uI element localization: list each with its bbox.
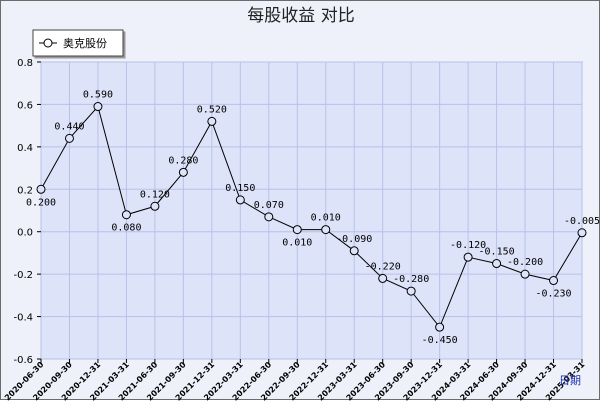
data-label: 0.080 — [111, 223, 141, 234]
data-label: -0.280 — [393, 274, 429, 285]
data-label: -0.090 — [336, 234, 372, 245]
data-labels: 0.200 0.440 0.590 0.080 0.120 0.280 0.520 0.150… — [26, 90, 600, 347]
data-label: 0.440 — [54, 121, 84, 132]
legend-entry-label: 奥克股份 — [63, 36, 107, 50]
data-point-marker[interactable] — [463, 252, 473, 262]
data-point-marker[interactable] — [292, 225, 302, 235]
data-label: 0.200 — [26, 197, 56, 208]
series-line-path — [40, 105, 583, 329]
data-label: -0.150 — [479, 247, 515, 258]
data-label: -0.120 — [450, 240, 486, 251]
y-axis: 0.8 0.6 0.4 0.2 0.0 -0.2 -0.4 -0.6 — [13, 58, 41, 366]
series-line — [36, 102, 587, 332]
data-point-marker[interactable] — [150, 201, 160, 211]
data-point-marker[interactable] — [207, 116, 217, 126]
data-point-marker[interactable] — [64, 133, 74, 143]
data-label: -0.005 — [564, 216, 600, 227]
y-tick-label: 0.6 — [17, 100, 33, 111]
data-point-marker[interactable] — [264, 212, 274, 222]
y-tick-label: -0.4 — [13, 313, 33, 324]
data-label: -0.450 — [422, 335, 458, 346]
data-point-marker[interactable] — [349, 246, 359, 256]
y-tick-label: -0.2 — [13, 270, 33, 281]
y-tick-label: 0.0 — [17, 228, 33, 239]
y-tick-label: 0.8 — [17, 58, 33, 69]
data-point-marker[interactable] — [321, 225, 331, 235]
data-point-marker[interactable] — [549, 276, 559, 286]
data-label: -0.200 — [507, 257, 543, 268]
legend[interactable]: 奥克股份 — [32, 29, 124, 57]
data-point-marker[interactable] — [520, 269, 530, 279]
y-tick-label: -0.6 — [13, 355, 33, 366]
data-point-marker[interactable] — [435, 322, 445, 332]
data-point-marker[interactable] — [121, 210, 131, 220]
data-point-marker[interactable] — [93, 102, 103, 112]
plot-area — [40, 61, 583, 360]
data-point-marker[interactable] — [36, 184, 46, 194]
data-label: 0.520 — [197, 104, 227, 115]
x-axis: 2020-06-302020-09-302020-12-312021-03-31… — [3, 359, 587, 401]
legend-marker-icon — [43, 38, 53, 48]
y-tick-label: 0.4 — [17, 143, 33, 154]
chart-title: 每股收益 对比 — [247, 6, 354, 26]
y-tick-label: 0.2 — [17, 185, 33, 196]
data-point-marker[interactable] — [378, 273, 388, 283]
data-point-marker[interactable] — [178, 167, 188, 177]
data-point-marker[interactable] — [406, 286, 416, 296]
data-label: 0.150 — [225, 183, 255, 194]
data-label: 0.590 — [83, 90, 113, 101]
data-point-marker[interactable] — [577, 228, 587, 238]
data-label: 0.120 — [140, 189, 170, 200]
data-label: 0.010 — [282, 238, 312, 249]
data-label: 0.280 — [168, 155, 198, 166]
data-label: 0.070 — [254, 200, 284, 211]
data-point-marker[interactable] — [235, 195, 245, 205]
data-point-marker[interactable] — [492, 259, 502, 269]
data-label: -0.220 — [365, 261, 401, 272]
x-axis-label: 日期 — [559, 374, 581, 387]
data-label: 0.010 — [311, 213, 341, 224]
data-label: -0.230 — [535, 289, 571, 300]
